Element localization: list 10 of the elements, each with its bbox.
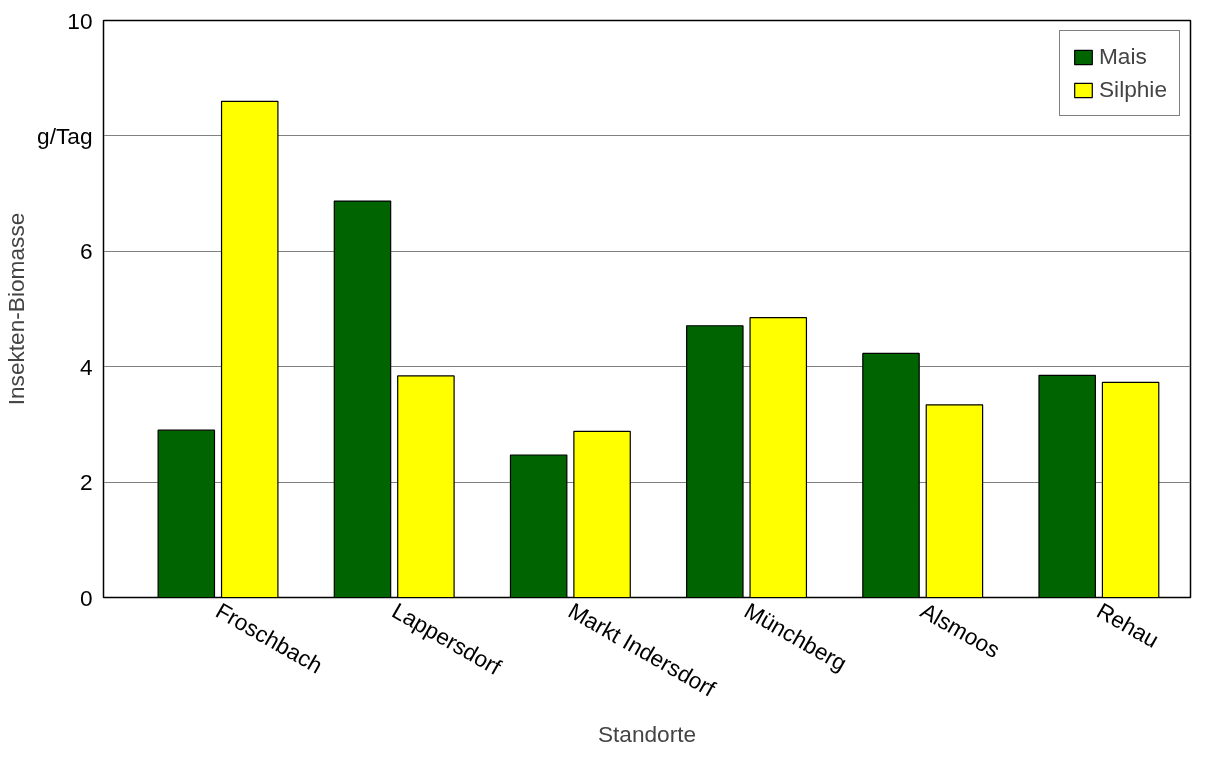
y-tick-label: 6 [79,238,93,265]
legend-label: Mais [1098,43,1147,70]
y-tick-label: g/Tag [37,122,93,149]
y-axis-title: Insekten-Biomasse [3,212,30,406]
y-tick-label: 0 [79,584,93,611]
y-tick-label: 2 [79,469,93,496]
y-tick-label: 10 [67,7,93,34]
y-tick-label: 4 [79,353,93,380]
legend-label: Silphie [1098,76,1167,103]
x-axis-title: Standorte [597,721,697,748]
